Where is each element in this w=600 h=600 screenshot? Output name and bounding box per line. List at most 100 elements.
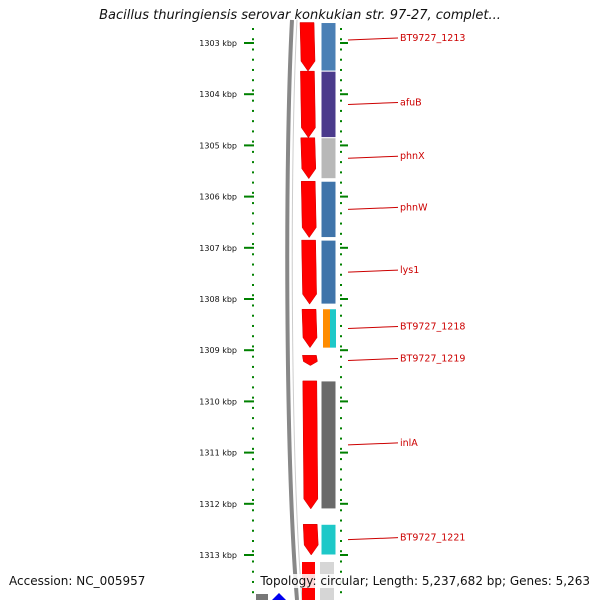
minor-tick-right	[340, 161, 342, 164]
minor-tick	[252, 406, 254, 409]
tick-label: 1306 kbp	[199, 193, 237, 202]
minor-tick	[252, 427, 254, 430]
minor-tick-right	[340, 99, 342, 102]
minor-tick	[252, 232, 254, 235]
genome-summary-text: Topology: circular; Length: 5,237,682 bp…	[260, 574, 590, 588]
minor-tick-right	[340, 202, 342, 205]
backbone-line	[285, 19, 299, 600]
gene-label: BT9727_1213	[400, 33, 465, 44]
minor-tick	[252, 263, 254, 266]
forward-gene-arrow	[300, 180, 317, 238]
forward-gene-arrow	[300, 70, 316, 139]
feature-block	[320, 70, 337, 139]
minor-tick	[252, 570, 254, 573]
minor-tick-right	[340, 386, 342, 389]
major-tick-right	[340, 451, 348, 454]
forward-strand	[299, 22, 319, 556]
forward-gene-arrow	[300, 137, 317, 180]
minor-tick	[252, 109, 254, 112]
forward-gene-arrow	[302, 380, 319, 510]
minor-tick-right	[340, 355, 342, 358]
tick-label: 1308 kbp	[199, 295, 237, 304]
minor-tick	[252, 488, 254, 491]
minor-tick-right	[340, 263, 342, 266]
minor-tick-right	[340, 550, 342, 553]
minor-tick	[252, 181, 254, 184]
minor-tick-right	[340, 130, 342, 133]
minor-tick	[252, 396, 254, 399]
minor-tick-right	[340, 591, 342, 594]
tick-label: 1303 kbp	[199, 39, 237, 48]
gene-leader-line	[347, 537, 399, 541]
major-tick	[244, 400, 254, 403]
minor-tick	[252, 79, 254, 82]
minor-tick-right	[340, 222, 342, 225]
major-tick	[244, 144, 254, 147]
minor-tick	[252, 120, 254, 123]
major-tick-right	[340, 246, 348, 249]
gene-leader-line	[347, 155, 399, 159]
minor-tick-right	[340, 314, 342, 317]
minor-tick	[252, 468, 254, 471]
minor-tick-right	[340, 540, 342, 542]
minor-tick-right	[340, 38, 342, 41]
minor-tick-right	[340, 468, 342, 471]
minor-tick-right	[340, 570, 342, 573]
minor-tick	[252, 202, 254, 205]
minor-tick-right	[340, 509, 342, 512]
major-tick-right	[340, 502, 348, 505]
minor-tick	[252, 304, 254, 307]
minor-tick-right	[340, 253, 342, 256]
minor-tick	[252, 191, 254, 194]
major-tick-right	[340, 554, 348, 556]
minor-tick	[252, 335, 254, 338]
minor-tick-right	[340, 140, 342, 143]
gene-label: BT9727_1218	[400, 321, 465, 332]
major-tick-right	[340, 195, 348, 198]
minor-tick	[252, 130, 254, 133]
minor-tick-right	[340, 560, 342, 563]
minor-tick	[252, 284, 254, 286]
minor-tick-right	[340, 273, 342, 276]
tick-ruler-right	[340, 28, 348, 594]
bottom-blue-marker	[272, 593, 286, 600]
gene-label: inlA	[400, 438, 418, 449]
minor-tick	[252, 150, 254, 153]
minor-tick	[252, 48, 254, 51]
minor-tick-right	[340, 406, 342, 409]
major-tick-right	[340, 42, 348, 44]
feature-block	[323, 309, 330, 348]
minor-tick	[252, 499, 254, 502]
major-tick	[244, 349, 254, 352]
accession-text: Accession: NC_005957	[9, 574, 146, 588]
tick-label: 1311 kbp	[199, 449, 237, 458]
minor-tick-right	[340, 529, 342, 532]
gene-label: BT9727_1221	[400, 533, 465, 544]
forward-gene-arrow	[302, 355, 318, 366]
minor-tick	[252, 519, 254, 522]
minor-tick-right	[340, 58, 342, 61]
major-tick-right	[340, 93, 348, 96]
minor-tick	[252, 509, 254, 512]
minor-tick-right	[340, 89, 342, 92]
major-tick	[244, 554, 254, 556]
minor-tick-right	[340, 488, 342, 491]
major-tick	[244, 42, 254, 44]
minor-tick	[252, 58, 254, 61]
minor-tick	[252, 243, 254, 246]
minor-tick	[252, 355, 254, 358]
forward-gene-arrow	[301, 239, 317, 305]
minor-tick-right	[340, 437, 342, 440]
minor-tick-right	[340, 376, 342, 379]
gene-labels: BT9727_1213 afuB phnX phnW lys1 BT9727_1218 BT…	[347, 33, 465, 544]
forward-gene-arrow	[299, 22, 316, 72]
major-tick-right	[340, 349, 348, 352]
minor-tick-right	[340, 365, 342, 368]
tick-label: 1307 kbp	[199, 244, 237, 253]
gene-leader-line	[347, 325, 399, 329]
tick-label: 1312 kbp	[199, 500, 237, 509]
tick-label: 1313 kbp	[199, 551, 237, 560]
minor-tick	[252, 171, 254, 174]
minor-tick	[252, 324, 254, 327]
tick-label: 1309 kbp	[199, 346, 237, 355]
